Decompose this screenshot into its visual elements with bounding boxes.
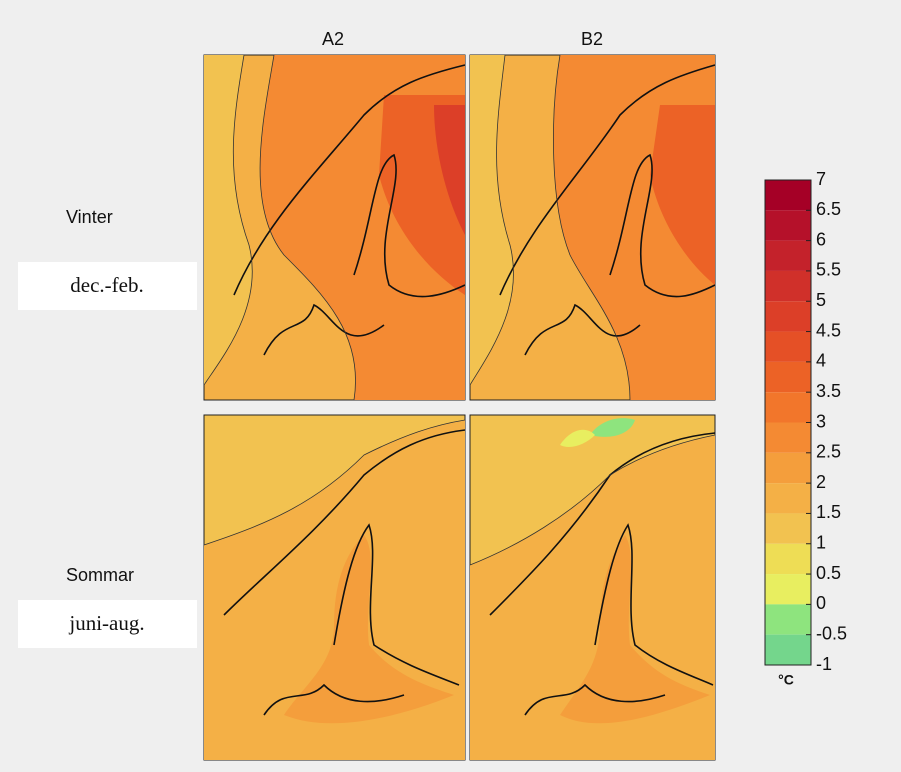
- colorbar-segment: [765, 452, 811, 484]
- colorbar-segment: [765, 513, 811, 544]
- tick-label: 2.5: [816, 442, 841, 462]
- tick-label: -0.5: [816, 623, 847, 643]
- tick-label: 5.5: [816, 260, 841, 280]
- tick-label: 7: [816, 169, 826, 189]
- row-label: Vinter: [66, 207, 113, 227]
- colorbar: 7 6.5 6 5.5 5 4.5 4 3.5 3 2.5 2 1.5 1 0.5 0 -0.5 -1: [764, 169, 847, 674]
- tick-label: -1: [816, 654, 832, 674]
- column-label: A2: [322, 29, 344, 49]
- tick-label: 1.5: [816, 502, 841, 522]
- tick-label: 4.5: [816, 320, 841, 340]
- colorbar-segment: [765, 301, 811, 332]
- colorbar-segment: [765, 270, 811, 302]
- column-label: B2: [581, 29, 603, 49]
- tick-label: 3: [816, 411, 826, 431]
- map-panel: [203, 414, 466, 761]
- tick-label: 3.5: [816, 381, 841, 401]
- tick-label: 6: [816, 229, 826, 249]
- tick-label: 0: [816, 593, 826, 613]
- colorbar-segment: [765, 210, 811, 241]
- period-label: dec.-feb.: [70, 273, 143, 297]
- label-box: [18, 262, 197, 310]
- tick-label: 0.5: [816, 563, 841, 583]
- colorbar-segment: [765, 604, 811, 635]
- colorbar-segment: [765, 634, 811, 665]
- label-box: [18, 600, 197, 648]
- colorbar-segment: [765, 240, 811, 271]
- map-panel: [469, 54, 716, 401]
- period-label: juni-aug.: [68, 611, 144, 635]
- colorbar-segment: [765, 483, 811, 514]
- colorbar-segment: [765, 331, 811, 362]
- colorbar-segment: [765, 543, 811, 575]
- colorbar-segment: [765, 180, 811, 211]
- map-panel: [203, 54, 466, 401]
- tick-label: 5: [816, 290, 826, 310]
- tick-label: 1: [816, 533, 826, 553]
- colorbar-segment: [765, 361, 811, 393]
- row-label: Sommar: [66, 565, 134, 585]
- colorbar-unit: °C: [778, 672, 794, 688]
- tick-label: 2: [816, 472, 826, 492]
- colorbar-segment: [765, 392, 811, 423]
- tick-label: 6.5: [816, 199, 841, 219]
- tick-label: 4: [816, 351, 826, 371]
- colorbar-segment: [765, 574, 811, 605]
- colorbar-segment: [765, 422, 811, 453]
- map-panel: [469, 414, 716, 761]
